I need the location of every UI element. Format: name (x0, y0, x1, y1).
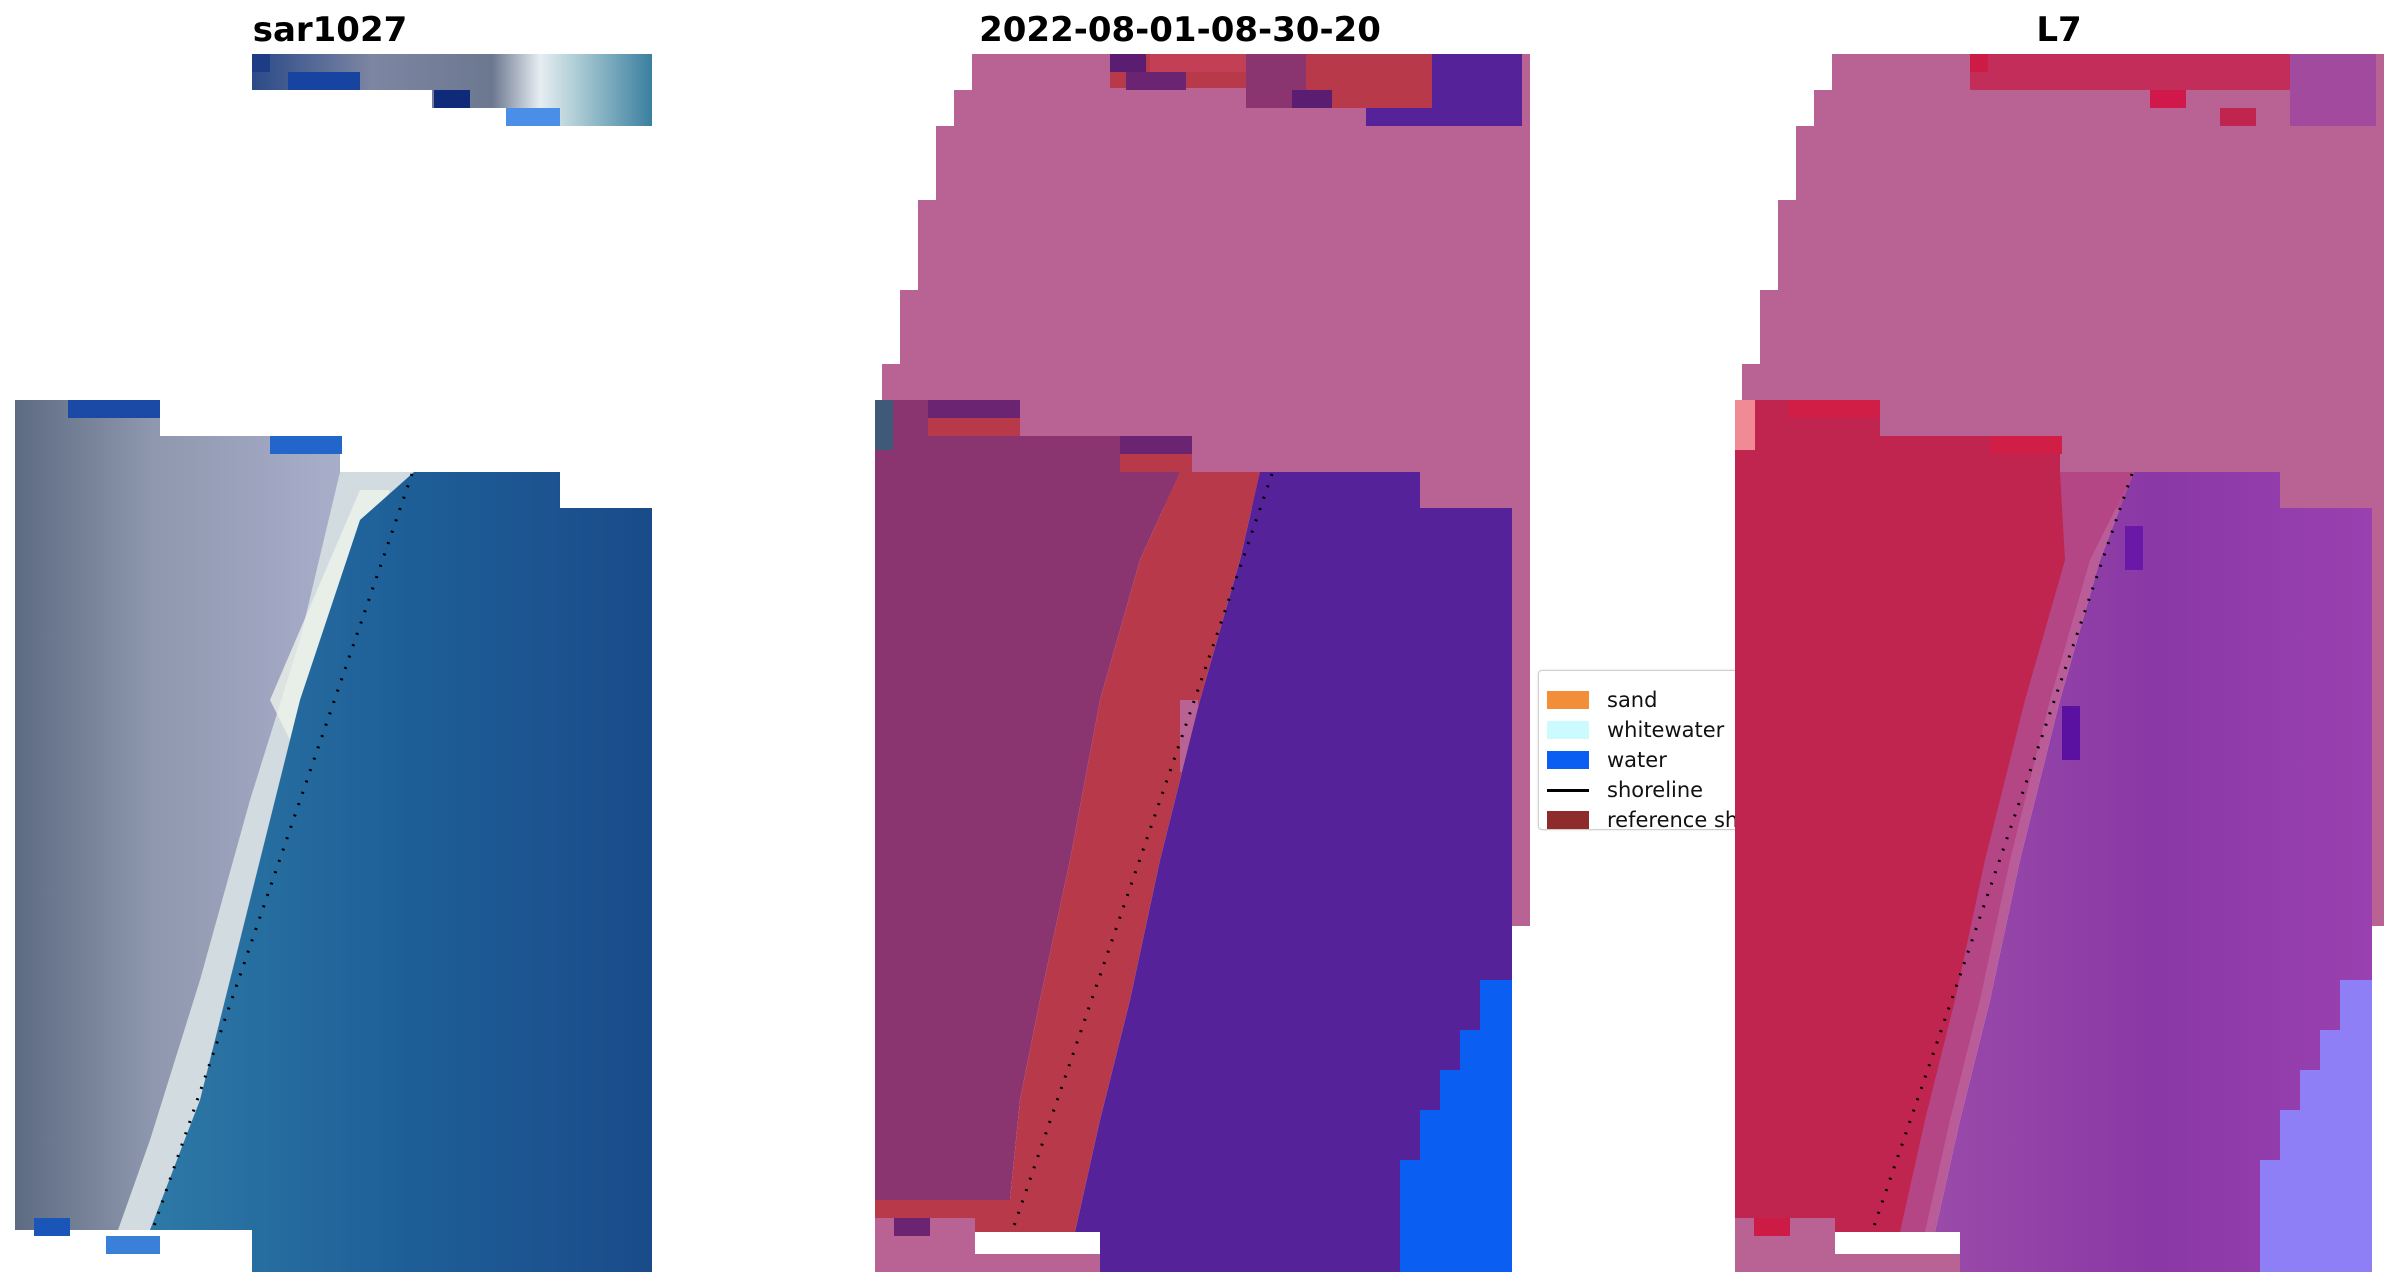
ndwi-panel-title: L7 (2036, 10, 2082, 50)
classification-panel-title: 2022-08-01-08-30-20 (979, 10, 1381, 50)
legend-item-reference-shoreline: reference sh (1547, 807, 1739, 830)
ndwi-image (1735, 54, 2384, 1272)
legend-line-shoreline (1547, 788, 1589, 792)
legend-swatch-water (1547, 751, 1589, 769)
legend-label: shoreline (1607, 778, 1704, 802)
legend-item-shoreline: shoreline (1547, 777, 1703, 803)
legend-label: sand (1607, 688, 1658, 712)
rgb-top-strip (252, 54, 652, 126)
legend-swatch-whitewater (1547, 721, 1589, 739)
legend-item-water: water (1547, 747, 1667, 773)
legend-item-whitewater: whitewater (1547, 717, 1724, 743)
legend-swatch-reference-shoreline (1547, 811, 1589, 829)
ndwi-panel: L7 (1720, 0, 2398, 1283)
legend-label: whitewater (1607, 718, 1725, 742)
legend-label: water (1607, 748, 1667, 772)
classification-panel: 2022-08-01-08-30-20 (860, 0, 1540, 1283)
rgb-panel-title: sar1027 (252, 10, 408, 50)
legend-label: reference sh (1607, 808, 1739, 830)
legend-item-sand: sand (1547, 687, 1657, 713)
rgb-image (15, 54, 652, 1272)
classification-image (875, 54, 1530, 1272)
legend: sand whitewater water shoreline referenc… (1538, 670, 1746, 830)
legend-swatch-sand (1547, 691, 1589, 709)
rgb-panel: sar1027 (0, 0, 660, 1283)
